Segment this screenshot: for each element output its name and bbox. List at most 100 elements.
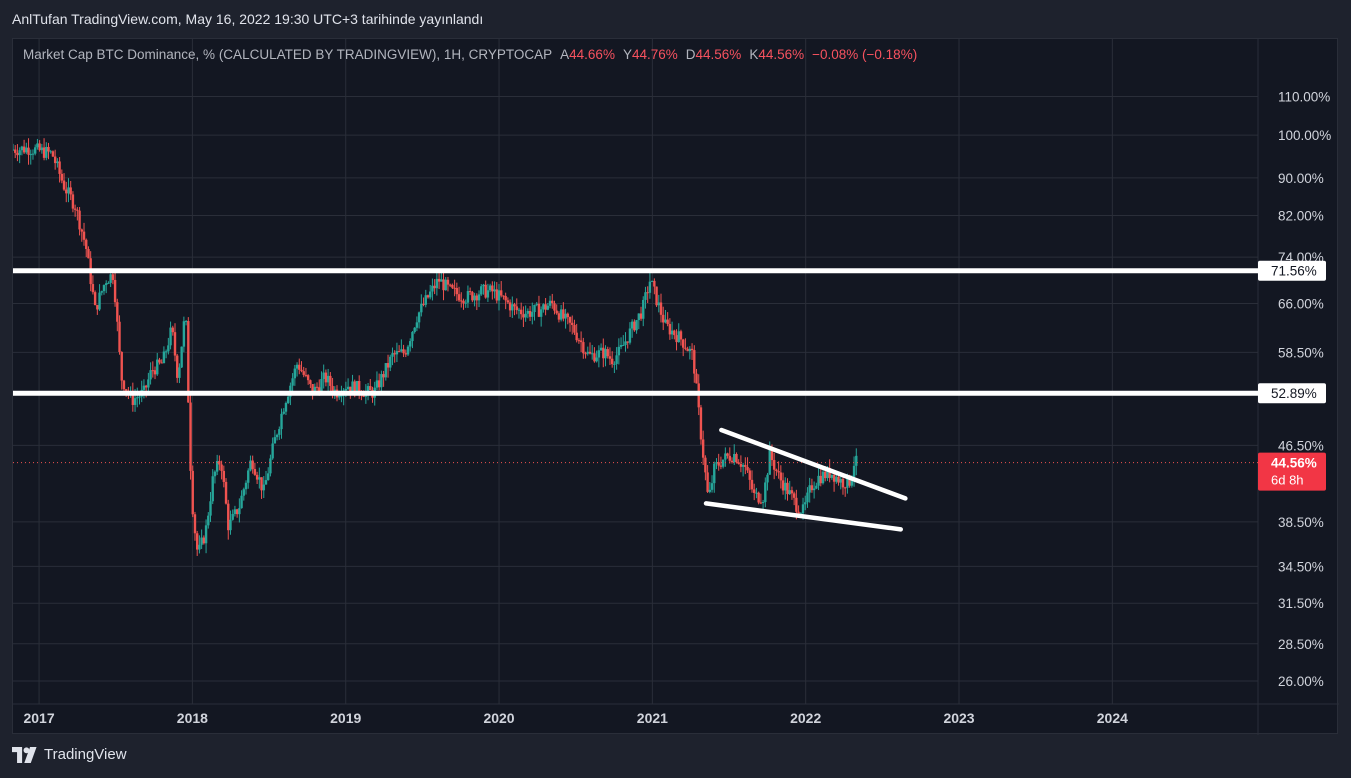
candle-body bbox=[832, 474, 836, 482]
candle-body bbox=[528, 310, 532, 317]
candle-body bbox=[182, 321, 186, 347]
candle-body bbox=[810, 485, 814, 491]
candle-body bbox=[238, 508, 241, 515]
candle-body bbox=[124, 389, 128, 391]
trendline-wedge-upper[interactable] bbox=[719, 427, 908, 501]
candle-body bbox=[233, 509, 237, 514]
footer[interactable]: TradingView bbox=[12, 746, 127, 763]
candle-body bbox=[240, 495, 243, 509]
candle-body bbox=[260, 477, 263, 491]
candle-body bbox=[624, 341, 627, 345]
candle-body bbox=[726, 453, 729, 456]
candle-body bbox=[733, 453, 736, 463]
candle-body bbox=[451, 284, 454, 288]
candle-body bbox=[668, 324, 672, 335]
open-value: 44.66% bbox=[569, 47, 615, 62]
candle-body bbox=[426, 295, 430, 298]
candle-body bbox=[524, 313, 527, 318]
symbol-description[interactable]: Market Cap BTC Dominance, % (CALCULATED … bbox=[23, 47, 553, 62]
candle-body bbox=[619, 345, 623, 347]
chart-canvas[interactable]: 110.00%100.00%90.00%82.00%74.00%66.00%58… bbox=[13, 39, 1339, 735]
candle-body bbox=[65, 189, 68, 194]
candle-body bbox=[553, 303, 556, 311]
candle-body bbox=[781, 480, 785, 491]
candle-body bbox=[264, 480, 268, 485]
candle-body bbox=[415, 322, 419, 328]
candle-body bbox=[384, 363, 388, 378]
candle-body bbox=[713, 463, 716, 484]
candle-body bbox=[253, 468, 257, 475]
level-price-label: 52.89% bbox=[1271, 386, 1317, 401]
candle-body bbox=[679, 331, 683, 340]
candle-body bbox=[329, 375, 332, 386]
candle-body bbox=[160, 362, 163, 364]
candle-body bbox=[482, 284, 485, 287]
low-value: 44.56% bbox=[695, 47, 742, 62]
candle-body bbox=[338, 395, 341, 398]
candle-body bbox=[62, 180, 66, 190]
candle-body bbox=[69, 187, 72, 195]
candle-body bbox=[843, 487, 847, 489]
candle-body bbox=[340, 395, 343, 397]
candle-body bbox=[828, 467, 831, 478]
candle-body bbox=[200, 537, 203, 545]
candle-body bbox=[701, 439, 705, 458]
candle-body bbox=[468, 291, 472, 293]
candle-body bbox=[824, 471, 827, 479]
candle-body bbox=[209, 501, 212, 516]
candle-body bbox=[766, 474, 769, 483]
candle-body bbox=[211, 476, 214, 502]
candle-body bbox=[757, 492, 760, 503]
candle-body bbox=[162, 351, 166, 364]
candle-body bbox=[353, 381, 356, 395]
candle-body bbox=[220, 464, 223, 471]
trendline-wedge-lower[interactable] bbox=[703, 501, 904, 532]
candle-body bbox=[344, 389, 348, 391]
candle-body bbox=[686, 348, 689, 352]
candle-body bbox=[42, 147, 46, 158]
candle-body bbox=[684, 347, 687, 349]
candle-body bbox=[320, 378, 323, 392]
change-value: −0.08% (−0.18%) bbox=[812, 47, 918, 62]
candle-body bbox=[357, 381, 361, 393]
candle-body bbox=[750, 479, 754, 490]
candle-body bbox=[100, 291, 103, 293]
candle-body bbox=[109, 274, 112, 283]
chart-panel[interactable]: 110.00% 100.00% 90.00% 82.00% 74.00% 66.00% 58… bbox=[12, 38, 1339, 735]
candle-body bbox=[557, 313, 561, 320]
candle-body bbox=[513, 304, 516, 307]
candle-body bbox=[535, 303, 538, 305]
candle-body bbox=[16, 152, 19, 156]
candle-body bbox=[493, 289, 496, 292]
candle-body bbox=[575, 332, 578, 341]
candle-body bbox=[519, 309, 523, 315]
candle-body bbox=[597, 350, 601, 358]
candle-body bbox=[105, 283, 108, 286]
last-price-badge bbox=[1258, 452, 1326, 491]
candle-body bbox=[495, 289, 498, 301]
candle-body bbox=[60, 173, 64, 181]
candle-body bbox=[804, 502, 807, 505]
candle-body bbox=[539, 309, 543, 317]
candle-body bbox=[178, 367, 181, 378]
close-value: 44.56% bbox=[758, 47, 805, 62]
candle-body bbox=[699, 407, 703, 440]
candle-body bbox=[391, 353, 394, 357]
candle-body bbox=[113, 279, 117, 303]
candle-body bbox=[136, 397, 139, 399]
candle-body bbox=[20, 146, 24, 151]
candle-body bbox=[506, 300, 510, 303]
candle-body bbox=[850, 476, 854, 486]
candle-body bbox=[118, 321, 121, 352]
candle-body bbox=[286, 396, 290, 403]
x-tick-label: 2024 bbox=[1097, 710, 1128, 726]
candle-body bbox=[417, 312, 421, 323]
candle-body bbox=[526, 310, 530, 314]
candle-body bbox=[435, 278, 439, 289]
close-label: K bbox=[749, 47, 759, 62]
candle-body bbox=[500, 290, 503, 296]
candle-body bbox=[670, 330, 674, 335]
candle-body bbox=[406, 346, 410, 355]
candle-body bbox=[797, 511, 800, 515]
y-tick-label: 58.50% bbox=[1278, 345, 1324, 360]
